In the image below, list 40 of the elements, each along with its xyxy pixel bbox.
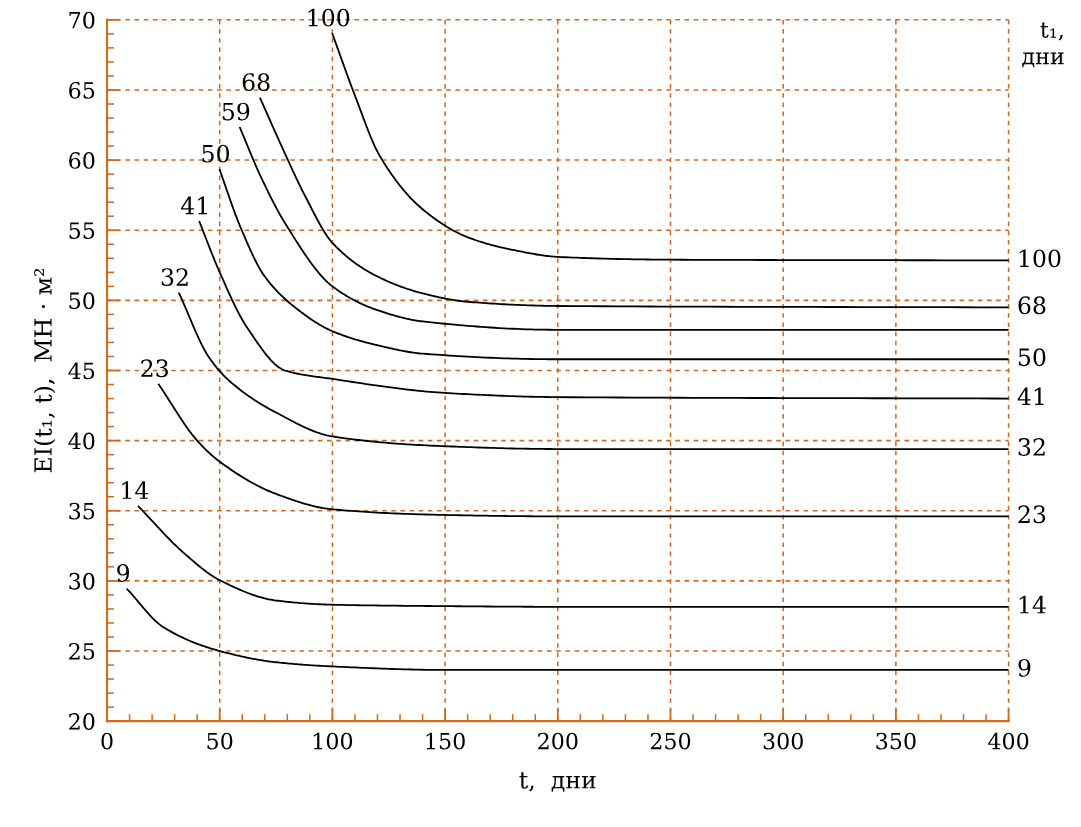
y-tick-label: 45 bbox=[68, 362, 95, 380]
annotation: 100 bbox=[308, 8, 350, 27]
x-tick-label: 0 bbox=[101, 732, 113, 750]
annotation: 59 bbox=[222, 102, 250, 121]
annotation: 68 bbox=[1018, 296, 1046, 315]
y-tick-label: 60 bbox=[69, 152, 95, 169]
annotation: 100 bbox=[1019, 249, 1061, 268]
annotation: 9 bbox=[1018, 658, 1031, 677]
x-tick-label: 350 bbox=[876, 732, 916, 750]
annotation: 23 bbox=[141, 359, 168, 378]
annotation: 32 bbox=[161, 268, 188, 286]
text: t₁, дни bbox=[1022, 22, 1064, 68]
x-tick-label: 50 bbox=[207, 732, 233, 750]
y-axis-title: EI(t₁, t), МН · м² bbox=[33, 268, 56, 473]
x-tick-label: 400 bbox=[988, 732, 1029, 750]
x-tick-label: 150 bbox=[426, 732, 465, 750]
annotation: 41 bbox=[180, 196, 207, 215]
y-tick-label: 30 bbox=[69, 572, 95, 590]
y-tick-label: 55 bbox=[69, 222, 95, 239]
annotation: 14 bbox=[1019, 595, 1046, 614]
annotation: 68 bbox=[242, 73, 270, 92]
y-tick-label: 70 bbox=[69, 11, 95, 29]
annotation: 32 bbox=[1018, 438, 1045, 456]
x-tick-label: 100 bbox=[313, 732, 353, 750]
annotation: 50 bbox=[202, 144, 229, 163]
y-tick-label: 65 bbox=[69, 81, 95, 99]
annotation: 14 bbox=[122, 481, 149, 499]
x-tick-label: 300 bbox=[763, 732, 803, 750]
annotation: 50 bbox=[1018, 348, 1046, 367]
y-tick-label: 50 bbox=[69, 292, 95, 310]
y-tick-label: 25 bbox=[69, 642, 95, 660]
x-tick-label: 250 bbox=[650, 732, 691, 750]
annotation: 9 bbox=[117, 564, 130, 582]
x-axis-title: t, дни bbox=[519, 772, 596, 792]
y-tick-label: 35 bbox=[69, 502, 95, 520]
y-tick-label: 20 bbox=[69, 713, 95, 730]
y-tick-label: 40 bbox=[68, 432, 95, 450]
x-tick-label: 200 bbox=[538, 732, 578, 750]
annotation: 23 bbox=[1018, 505, 1046, 524]
annotation: 41 bbox=[1017, 387, 1044, 406]
